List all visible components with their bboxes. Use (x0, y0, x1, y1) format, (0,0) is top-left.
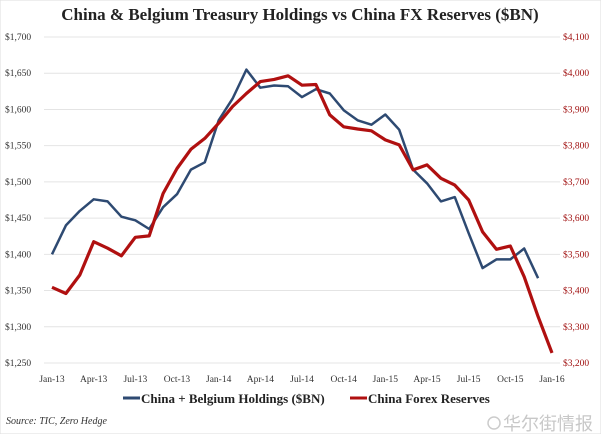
x-tick-label: Apr-13 (80, 375, 107, 385)
x-tick-label: Jul-15 (457, 375, 481, 385)
watermark-text: 华尔街情报 (503, 414, 593, 434)
x-tick-label: Oct-14 (330, 375, 357, 385)
right-tick-label: $3,500 (563, 249, 589, 260)
series-line-holdings (50, 68, 540, 279)
x-tick-label: Oct-13 (164, 375, 191, 385)
x-tick-label: Apr-14 (247, 375, 274, 385)
wechat-icon (487, 416, 501, 430)
left-tick-label: $1,600 (5, 104, 31, 115)
left-tick-label: $1,400 (5, 249, 31, 260)
x-tick-label: Jul-14 (290, 375, 314, 385)
right-tick-label: $3,600 (563, 213, 589, 224)
chart-title: China & Belgium Treasury Holdings vs Chi… (61, 5, 538, 24)
x-tick-label: Jul-13 (123, 375, 147, 385)
x-tick-label: Jan-16 (539, 375, 565, 385)
left-tick-label: $1,700 (5, 32, 31, 43)
left-tick-label: $1,250 (5, 358, 31, 369)
right-tick-label: $3,200 (563, 358, 589, 369)
series-lines (50, 68, 554, 354)
right-tick-label: $3,900 (563, 104, 589, 115)
right-tick-label: $4,000 (563, 68, 589, 79)
left-tick-label: $1,350 (5, 286, 31, 297)
x-axis: Jan-13 Apr-13 Jul-13 Oct-13 Jan-14 Apr-14 Jul-… (39, 375, 565, 385)
right-tick-label: $4,100 (563, 32, 589, 43)
x-tick-label: Jan-15 (373, 375, 399, 385)
x-tick-label: Oct-15 (497, 375, 524, 385)
legend-label-holdings: China + Belgium Holdings ($BN) (141, 391, 325, 406)
right-tick-label: $3,400 (563, 286, 589, 297)
left-tick-label: $1,500 (5, 177, 31, 188)
right-tick-label: $3,800 (563, 141, 589, 152)
left-axis: $1,250 $1,300 $1,350 $1,400 $1,450 $1,500 $1,5… (5, 32, 31, 369)
right-tick-label: $3,300 (563, 322, 589, 333)
left-tick-label: $1,300 (5, 322, 31, 333)
left-tick-label: $1,450 (5, 213, 31, 224)
x-tick-label: Apr-15 (413, 375, 440, 385)
left-tick-label: $1,650 (5, 68, 31, 79)
left-tick-label: $1,550 (5, 141, 31, 152)
right-tick-label: $3,700 (563, 177, 589, 188)
series-line-reserves (51, 74, 554, 354)
legend: China + Belgium Holdings ($BN) China For… (123, 391, 490, 406)
watermark-logo: 华尔街情报 (487, 414, 593, 434)
legend-label-reserves: China Forex Reserves (368, 391, 490, 406)
x-tick-label: Jan-13 (39, 375, 65, 385)
x-tick-label: Jan-14 (206, 375, 232, 385)
gridlines (44, 36, 560, 364)
source-note: Source: TIC, Zero Hedge (6, 416, 107, 427)
right-axis: $3,200 $3,300 $3,400 $3,500 $3,600 $3,700 $3,8… (563, 32, 589, 369)
